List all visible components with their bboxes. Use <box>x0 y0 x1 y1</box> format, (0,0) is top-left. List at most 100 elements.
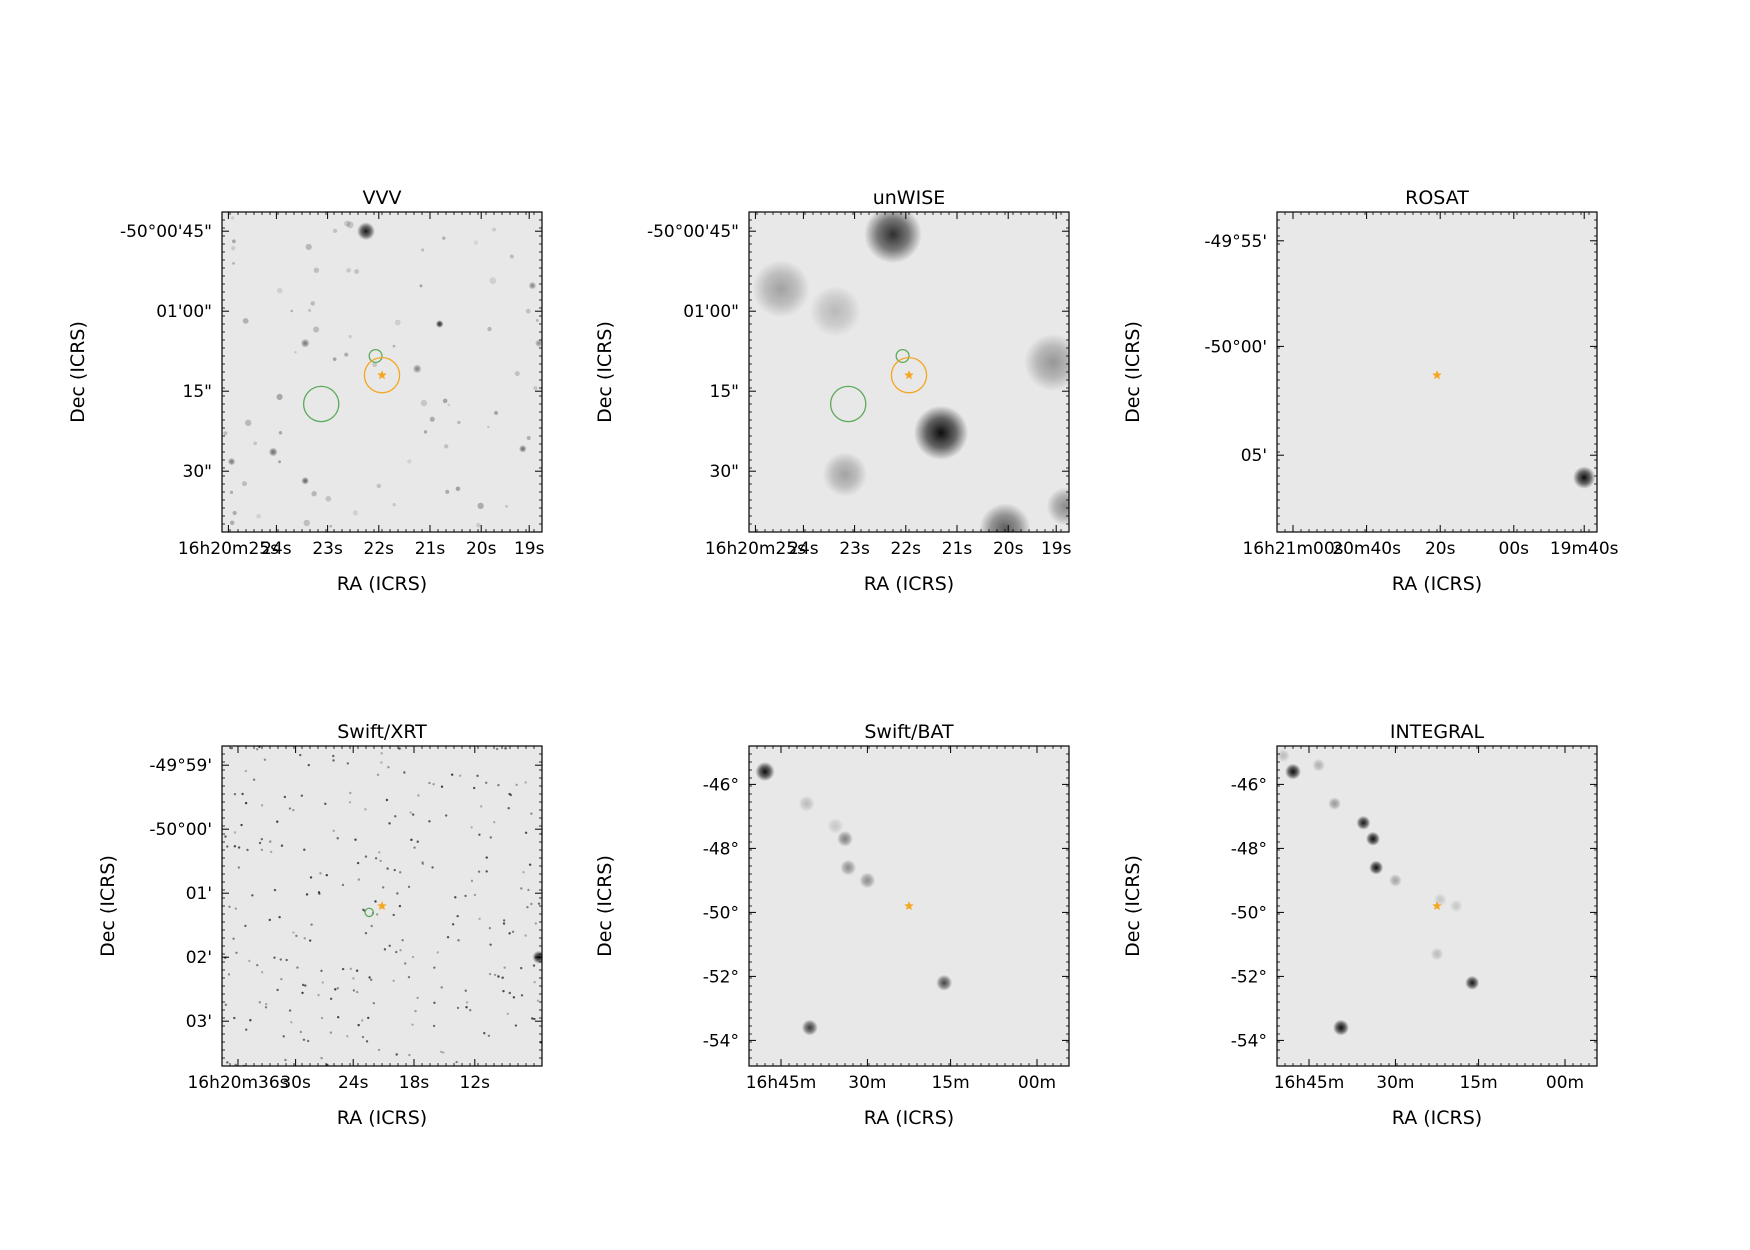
photon-event <box>273 888 277 892</box>
photon-event <box>276 988 279 992</box>
photon-event <box>377 1048 381 1052</box>
photon-event <box>388 822 391 825</box>
photon-event <box>232 937 235 940</box>
photon-event <box>408 1053 411 1057</box>
photon-event <box>332 829 335 833</box>
photon-event <box>416 840 419 843</box>
photon-event <box>383 948 387 951</box>
photon-event <box>341 967 345 971</box>
target-star-marker <box>1432 370 1442 380</box>
photon-event <box>283 795 287 799</box>
x-tick-label: 19s <box>514 539 545 559</box>
photon-event <box>320 1056 323 1060</box>
x-tick-label: 16h20m25s <box>705 539 806 559</box>
faint-source <box>419 284 423 288</box>
photon-event <box>234 907 238 910</box>
y-tick-label: 15" <box>183 382 212 402</box>
photon-event <box>356 990 359 994</box>
photon-event <box>381 886 385 889</box>
photon-event <box>387 765 390 769</box>
panel-title: ROSAT <box>1405 187 1469 209</box>
photon-event <box>308 939 312 942</box>
source-blob <box>1356 815 1371 830</box>
photon-event <box>302 983 305 987</box>
source-blob <box>1433 893 1447 906</box>
photon-event <box>485 781 488 784</box>
photon-event <box>485 870 488 873</box>
photon-event <box>485 856 488 859</box>
source-blob <box>528 281 537 290</box>
x-tick-label: 16h45m <box>746 1073 817 1093</box>
photon-event <box>244 801 248 805</box>
photon-event <box>506 1012 510 1015</box>
photon-event <box>367 1016 370 1020</box>
faint-source <box>344 220 351 227</box>
photon-event <box>495 747 499 751</box>
photon-event <box>386 867 389 870</box>
faint-source <box>457 420 461 425</box>
photon-event <box>251 894 254 897</box>
y-tick-label: 30" <box>710 462 739 482</box>
photon-event <box>464 894 467 898</box>
photon-event <box>472 786 476 790</box>
photon-event <box>336 1016 340 1019</box>
sky-image <box>755 762 953 1036</box>
photon-event <box>369 978 373 982</box>
x-tick-label: 20s <box>993 539 1024 559</box>
photon-event <box>361 1019 364 1022</box>
photon-event <box>478 917 481 921</box>
photon-event <box>368 976 371 979</box>
photon-event <box>416 996 419 1000</box>
photon-event <box>411 1023 414 1026</box>
faint-source <box>509 254 514 259</box>
photon-event <box>244 769 248 773</box>
photon-event <box>292 931 295 934</box>
x-tick-label: 23s <box>312 539 343 559</box>
y-axis-label: Dec (ICRS) <box>594 855 616 957</box>
photon-event <box>332 759 335 762</box>
photon-event <box>497 975 500 978</box>
faint-source <box>231 216 235 220</box>
panel-title: VVV <box>363 187 402 209</box>
faint-source <box>487 425 490 429</box>
panel-title: unWISE <box>873 187 946 209</box>
photon-event <box>244 924 247 928</box>
photon-event <box>299 753 302 757</box>
faint-source <box>231 246 236 251</box>
faint-source <box>423 430 428 434</box>
photon-event <box>324 802 327 806</box>
photon-event <box>260 804 264 807</box>
panel-title: Swift/XRT <box>337 721 427 743</box>
photon-event <box>284 1058 287 1062</box>
y-tick-label: 01'00" <box>683 302 739 322</box>
y-tick-label: -50° <box>703 903 739 923</box>
faint-source <box>505 505 508 508</box>
faint-source <box>276 393 283 400</box>
photon-event <box>320 969 323 973</box>
y-tick-label: 02' <box>186 948 212 968</box>
photon-event <box>280 977 283 981</box>
source-blob <box>936 974 953 991</box>
photon-event <box>457 939 460 942</box>
faint-source <box>344 352 349 357</box>
photon-event <box>336 837 339 840</box>
photon-event <box>355 969 359 972</box>
photon-event <box>224 835 227 838</box>
faint-source <box>429 416 435 422</box>
photon-event <box>404 962 407 965</box>
faint-source <box>308 308 312 312</box>
source-blob <box>1465 975 1480 990</box>
photon-event <box>306 1039 310 1043</box>
photon-event <box>249 1019 252 1022</box>
photon-event <box>370 924 373 928</box>
faint-source <box>493 410 499 416</box>
faint-source <box>392 503 396 507</box>
photon-event <box>226 845 229 848</box>
photon-event <box>352 989 356 992</box>
photon-event <box>372 1002 376 1005</box>
faint-source <box>442 398 448 404</box>
photon-event <box>417 794 420 797</box>
y-tick-label: -50°00' <box>149 820 212 840</box>
x-tick-label: 18s <box>399 1073 430 1093</box>
